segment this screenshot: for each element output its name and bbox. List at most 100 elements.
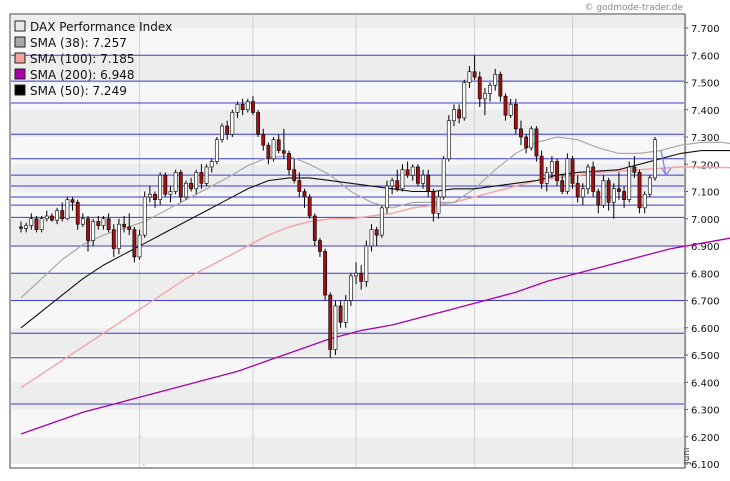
candle-body [534,128,539,157]
horizontal-lines [11,15,687,467]
legend-swatch [14,84,26,96]
candle-body [178,172,183,198]
grid-band [11,246,684,274]
candle-body [637,172,642,209]
candle-body [524,136,529,149]
candle-body [261,133,266,146]
candle-body [127,226,132,230]
candle-body [591,166,596,192]
candles [19,55,657,358]
candle-body [555,161,559,181]
candle-body [508,104,513,116]
candle-body [297,180,302,192]
arrow-head [661,167,672,177]
candle-body [34,218,39,230]
candle-body [251,101,255,113]
candle-body [575,183,580,198]
arrow-shaft [660,150,667,176]
candle-body [462,82,467,119]
candle-body [385,185,389,209]
candle-body [214,139,219,162]
candle-body [539,155,544,184]
candle-body [544,172,549,184]
y-tick-label: 7.000 [691,215,720,226]
candle-body [354,272,358,277]
legend-swatch [14,52,26,64]
candle-body [158,174,163,200]
y-tick-label: 7.200 [691,160,720,171]
y-tick-label: 6.900 [691,242,720,253]
candle-body [111,229,116,250]
watermark: © godmode-trader.de [584,3,683,13]
legend-label: SMA (200): 6.948 [30,68,134,82]
candle-body [271,139,276,160]
candle-body [359,272,364,282]
candle-body [467,71,472,83]
grid-band [11,218,684,246]
candle-body [570,158,575,184]
y-tick-label: 6.700 [691,297,720,308]
candle-body [75,202,80,225]
candle-body [483,93,487,100]
y-tick-label: 7.500 [691,79,720,90]
candle-body [235,104,240,113]
candle-body [472,71,477,78]
candle-body [39,218,44,230]
candle-body [632,166,637,173]
candle-body [560,180,565,192]
candle-body [323,251,328,296]
candle-body [302,191,307,198]
candle-body [60,210,65,220]
y-tick-label: 6.200 [691,433,720,444]
candle-body [70,199,75,203]
candle-body [132,229,137,258]
candle-body [101,218,106,226]
candle-body [493,74,498,86]
legend-swatch [14,20,26,32]
candle-body [550,161,554,173]
candle-body [19,226,23,229]
candle-body [44,215,49,220]
candle-body [586,166,590,190]
legend-label: SMA (38): 7.257 [30,36,127,50]
candle-body [168,191,173,195]
candle-body [266,144,271,160]
candle-body [328,294,333,350]
candle-body [601,180,606,206]
candle-body [333,305,338,350]
candle-body [369,229,374,247]
y-tick-label: 7.700 [691,24,720,35]
candle-body [307,196,312,217]
candle-body [184,183,188,198]
candle-body [91,221,96,241]
candle-body [606,180,611,203]
candle-body [106,218,111,230]
chart-frame [9,13,686,469]
candle-body [245,101,250,111]
grid-band [11,28,684,56]
y-tick-label: 7.300 [691,133,720,144]
annotation [660,150,672,177]
candle-body [287,153,291,171]
candle-body [426,174,431,192]
grid-band [11,137,684,165]
y-tick-label: 7.600 [691,51,720,62]
candle-body [318,240,322,252]
candle-body [117,223,121,250]
candle-body [147,193,152,198]
y-tick-label: 6.600 [691,324,720,335]
candle-body [65,199,70,220]
candle-body [199,172,204,184]
y-tick-label: 6.400 [691,378,720,389]
grid-band [11,15,684,28]
y-tick-label: 6.100 [691,460,720,471]
candle-body [220,125,224,141]
candle-body [374,229,379,236]
candle-body [24,225,29,229]
candle-body [565,158,570,192]
candle-body [622,191,626,200]
candle-body [276,139,281,151]
candle-body [457,109,462,119]
legend-swatch [14,68,26,80]
candle-body [452,109,456,121]
